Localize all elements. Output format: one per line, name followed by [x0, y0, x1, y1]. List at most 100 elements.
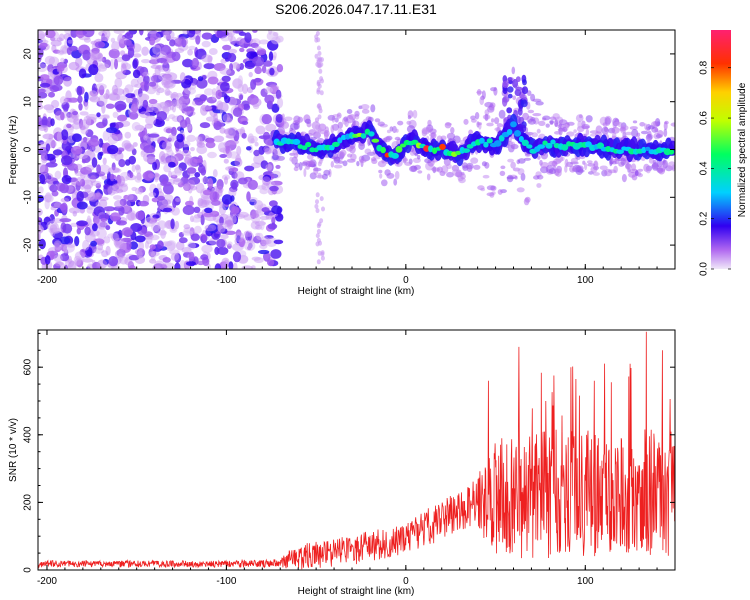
noise-blob	[86, 205, 95, 210]
noise-blob	[232, 107, 243, 118]
haze-blob	[477, 122, 483, 126]
haze-blob	[379, 173, 383, 179]
noise-blob	[259, 219, 265, 231]
noise-blob	[275, 114, 284, 123]
haze-blob	[303, 168, 307, 178]
noise-blob	[241, 83, 249, 95]
haze-blob	[617, 121, 623, 128]
noise-blob	[162, 257, 171, 263]
haze-blob	[517, 168, 525, 176]
haze-blob	[592, 172, 600, 176]
haze-blob	[523, 157, 532, 161]
haze-blob	[276, 155, 285, 161]
haze-blob	[512, 95, 517, 101]
haze-blob	[333, 156, 341, 162]
noise-blob	[182, 30, 190, 35]
haze-blob	[361, 108, 370, 114]
noise-blob	[74, 163, 83, 171]
x-tick-label: 100	[577, 275, 594, 286]
haze-blob	[644, 123, 648, 130]
haze-blob	[653, 120, 658, 127]
snr-frame	[37, 329, 676, 571]
noise-blob	[132, 59, 138, 69]
haze-blob	[370, 104, 376, 113]
noise-blob	[102, 130, 110, 141]
noise-blob	[201, 32, 213, 40]
noise-blob	[59, 96, 68, 105]
haze-blob	[640, 130, 649, 135]
noise-blob	[105, 103, 115, 109]
snr-plot-area	[38, 331, 675, 570]
haze-blob	[446, 171, 454, 178]
noise-blob	[121, 227, 133, 237]
noise-blob	[169, 102, 175, 111]
haze-blob	[574, 165, 584, 172]
noise-blob	[275, 164, 281, 169]
noise-blob	[44, 30, 56, 39]
haze-blob	[466, 164, 473, 172]
noise-blob	[128, 43, 134, 49]
noise-blob	[186, 134, 197, 142]
noise-blob	[82, 49, 91, 61]
noise-blob	[96, 221, 108, 230]
haze-blob	[545, 123, 550, 128]
haze-blob	[637, 168, 644, 172]
noise-blob	[246, 146, 252, 151]
track-dot	[506, 129, 513, 135]
noise-blob	[88, 64, 99, 76]
noise-blob	[252, 30, 258, 33]
haze-blob	[383, 136, 391, 143]
noise-blob	[70, 145, 83, 155]
haze-blob	[316, 237, 321, 243]
noise-blob	[98, 214, 110, 221]
snr-x-axis: -200 -100 0 100	[37, 330, 676, 587]
noise-blob	[168, 161, 176, 168]
haze-blob	[569, 165, 576, 173]
haze-blob	[637, 173, 643, 178]
haze-blob	[518, 158, 526, 164]
noise-blob	[268, 51, 274, 62]
noise-blob	[38, 88, 47, 93]
haze-blob	[305, 165, 310, 170]
noise-blob	[60, 57, 65, 63]
haze-blob	[537, 155, 541, 160]
noise-blob	[201, 244, 213, 253]
haze-blob	[289, 156, 294, 162]
noise-blob	[129, 241, 139, 250]
noise-blob	[142, 71, 150, 77]
colorbar-gradient	[711, 30, 731, 269]
track-dot	[337, 137, 343, 144]
haze-blob	[473, 164, 481, 170]
noise-blob	[38, 186, 44, 194]
noise-blob	[120, 50, 126, 56]
noise-blob	[259, 243, 268, 249]
haze-blob	[506, 176, 515, 180]
noise-blob	[163, 207, 173, 213]
noise-blob	[254, 46, 262, 51]
haze-blob	[377, 121, 385, 127]
noise-blob	[271, 103, 280, 113]
haze-blob	[486, 122, 494, 127]
noise-blob	[68, 97, 79, 103]
haze-blob	[378, 169, 383, 174]
haze-blob	[663, 128, 668, 137]
noise-blob	[76, 85, 83, 96]
noise-blob	[94, 41, 106, 49]
noise-blob	[207, 151, 217, 159]
noise-blob	[82, 30, 95, 38]
noise-blob	[268, 30, 273, 35]
track-dot	[462, 148, 471, 154]
noise-blob	[239, 47, 245, 53]
noise-blob	[231, 182, 237, 190]
noise-blob	[60, 197, 70, 203]
noise-blob	[59, 50, 64, 55]
noise-blob	[194, 172, 201, 178]
noise-blob	[138, 131, 144, 138]
noise-blob	[126, 240, 132, 251]
noise-blob	[83, 115, 92, 122]
noise-blob	[137, 241, 145, 252]
haze-blob	[320, 255, 325, 261]
noise-blob	[230, 62, 241, 70]
snr-y-axis: 0 200 400 600	[23, 332, 675, 573]
